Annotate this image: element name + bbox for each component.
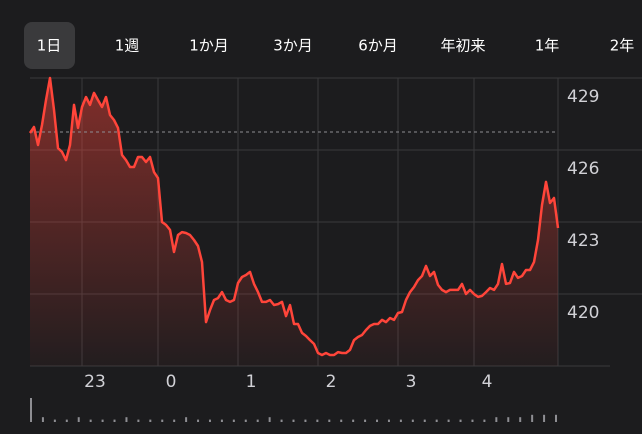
volume-bar: [304, 419, 307, 422]
volume-bar: [208, 419, 211, 422]
x-tick-label: 1: [246, 372, 257, 392]
volume-bar: [471, 419, 474, 422]
volume-bar: [185, 417, 188, 422]
volume-bar: [531, 414, 534, 422]
y-tick-label: 423: [567, 231, 599, 251]
volume-bar: [507, 417, 510, 422]
volume-bar: [101, 419, 104, 422]
volume-bar: [519, 417, 522, 422]
x-tick-label: 23: [84, 372, 106, 392]
price-line: [28, 76, 560, 357]
volume-bar: [387, 419, 390, 422]
tab[interactable]: 1か月: [189, 37, 229, 55]
volume-bar: [352, 419, 355, 422]
volume-bar: [244, 419, 247, 422]
volume-bar: [173, 419, 176, 422]
volume-bar: [256, 419, 259, 422]
volume-bar: [30, 398, 32, 422]
volume-bar: [328, 419, 331, 422]
tab[interactable]: 1年: [535, 37, 560, 55]
volume-bar: [376, 419, 379, 422]
volume-bar: [53, 419, 56, 422]
volume-bar: [495, 417, 498, 422]
volume-bar: [555, 414, 557, 422]
tab[interactable]: 2年: [610, 37, 635, 55]
volume-bar: [435, 419, 438, 422]
volume-bar: [411, 419, 414, 422]
volume-bar: [459, 419, 462, 422]
y-tick-label: 420: [567, 303, 599, 323]
volume-bar: [65, 419, 68, 422]
tab[interactable]: 6か月: [358, 37, 398, 55]
volume-bar: [149, 419, 152, 422]
volume-bar: [41, 417, 44, 422]
volume-bar: [125, 417, 128, 422]
volume-bar: [113, 419, 116, 422]
y-tick-label: 429: [567, 87, 599, 107]
volume-bar: [161, 419, 164, 422]
tab[interactable]: 年初来: [440, 37, 485, 55]
volume-bar: [89, 419, 92, 422]
volume-bar: [316, 419, 319, 422]
x-tick-label: 3: [406, 372, 417, 392]
tab[interactable]: 1日: [37, 37, 62, 55]
volume-bar: [268, 417, 271, 422]
volume-bar: [197, 419, 200, 422]
tab-selected-bg[interactable]: [24, 22, 75, 69]
volume-bar: [340, 419, 343, 422]
volume-bar: [137, 419, 140, 422]
volume-bar: [77, 417, 80, 422]
volume-bar: [399, 419, 402, 422]
tab[interactable]: 1週: [115, 37, 140, 55]
volume-bar: [447, 419, 450, 422]
area: [30, 78, 558, 366]
volume-bar: [232, 419, 235, 422]
volume-bar: [423, 419, 426, 422]
volume-bar: [364, 419, 367, 422]
x-tick-label: 2: [326, 372, 337, 392]
volume-bar: [543, 414, 546, 422]
x-tick-label: 4: [482, 372, 493, 392]
volume-bar: [220, 419, 223, 422]
volume-bar: [483, 419, 486, 422]
tab[interactable]: 3か月: [273, 37, 313, 55]
x-tick-label: 0: [166, 372, 177, 392]
volume-bar: [280, 419, 283, 422]
volume-bar: [292, 419, 295, 422]
y-tick-label: 426: [567, 159, 599, 179]
